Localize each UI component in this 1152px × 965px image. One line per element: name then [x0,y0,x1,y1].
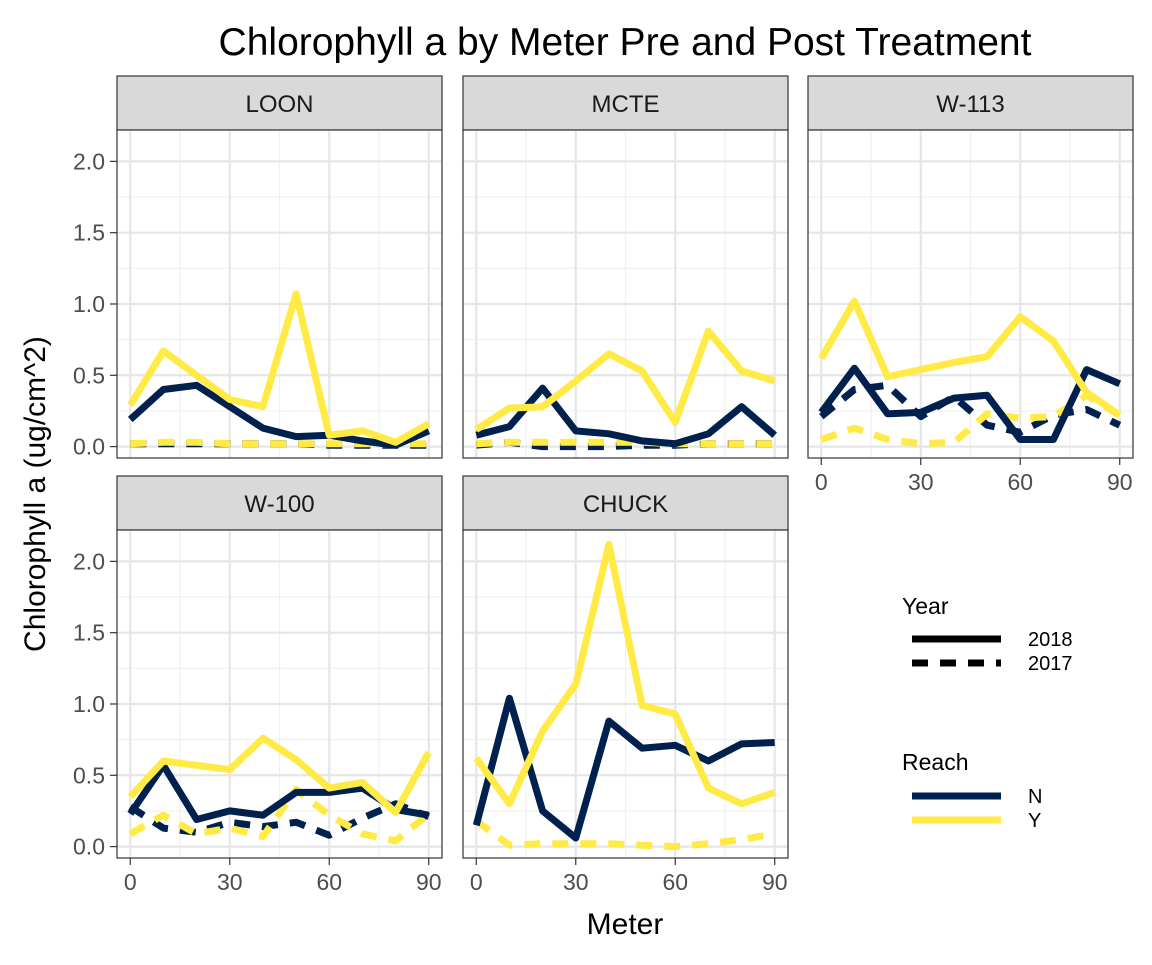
facet-strip-label: LOON [245,91,313,118]
legend-label-reach-y: Y [1028,810,1041,832]
panel-border [462,129,789,459]
panel-border [116,529,443,859]
series-group [818,297,1122,448]
x-tick-label: 60 [1007,469,1033,495]
series-line-n-2018 [818,364,1122,443]
facet-strip-label: CHUCK [583,491,668,518]
facet-w-100: W-100 0.0 0.5 1.0 1.5 2.0 0 30 60 90 [73,475,443,895]
series-line-y-2017 [474,818,776,851]
y-tick-label: 1.0 [73,691,105,717]
x-tick-label: 30 [563,869,589,895]
y-tick-label: 2.0 [73,548,105,574]
facet-chuck: CHUCK 0 30 60 90 [462,475,789,895]
y-tick-label: 0.0 [73,434,105,460]
chart-title: Chlorophyll a by Meter Pre and Post Trea… [219,21,1032,64]
series-line-y-2018 [473,540,776,808]
y-tick-label: 0.5 [73,362,105,388]
x-tick-label: 90 [762,869,788,895]
y-tick-label: 1.5 [73,620,105,646]
x-tick-label: 0 [470,869,483,895]
series-group [127,734,432,845]
legend-label-year-2017: 2017 [1028,653,1073,675]
facet-strip [116,75,443,131]
series-line-n-2018 [472,694,775,842]
facet-strip-label: W-100 [244,491,314,518]
x-tick-label: 30 [908,469,934,495]
x-axis-title: Meter [587,908,664,941]
legend-title-year: Year [902,593,949,619]
series-line-y-2018 [127,290,431,446]
series-group [127,290,431,449]
y-tick-label: 2.0 [73,148,105,174]
facet-strip [462,75,789,131]
y-tick-label: 0.0 [73,834,105,860]
panel-border [807,129,1134,459]
series-line-y-2017 [128,786,431,845]
facet-mcte: MCTE [462,75,789,459]
facet-strip [462,475,789,531]
series-line-y-2018 [818,297,1122,419]
legend-label-year-2018: 2018 [1028,629,1073,651]
legend-title-reach: Reach [902,749,968,775]
x-tick-label: 90 [1107,469,1133,495]
facet-strip-label: W-113 [936,91,1004,118]
facet-w-113: W-113 0 30 60 90 [807,75,1134,495]
y-tick-label: 1.0 [73,291,105,317]
series-line-n-2017 [475,438,775,451]
series-line-y-2017 [130,438,429,448]
series-line-n-2018 [127,381,431,449]
series-line-y-2018 [127,734,432,816]
facet-strip-label: MCTE [592,91,660,118]
legend-label-reach-n: N [1028,786,1042,808]
series-line-n-2017 [128,800,430,839]
series-group [472,540,776,851]
facet-strip [116,475,443,531]
series-line-y-2018 [474,327,776,433]
x-tick-label: 60 [316,869,342,895]
facet-loon: LOON 0.0 0.5 1.0 1.5 2.0 [73,75,443,460]
y-tick-label: 1.5 [73,220,105,246]
y-tick-label: 0.5 [73,762,105,788]
y-axis-title: Chlorophyll a (ug/cm^2) [19,336,52,652]
x-tick-label: 60 [662,869,688,895]
x-tick-label: 0 [124,869,137,895]
facet-strip [807,75,1134,131]
series-line-y-2017 [476,438,775,448]
panel-border [462,529,789,859]
series-group [474,327,777,451]
x-tick-label: 30 [217,869,243,895]
x-tick-label: 90 [416,869,442,895]
x-tick-label: 0 [815,469,828,495]
panel-border [116,129,443,459]
